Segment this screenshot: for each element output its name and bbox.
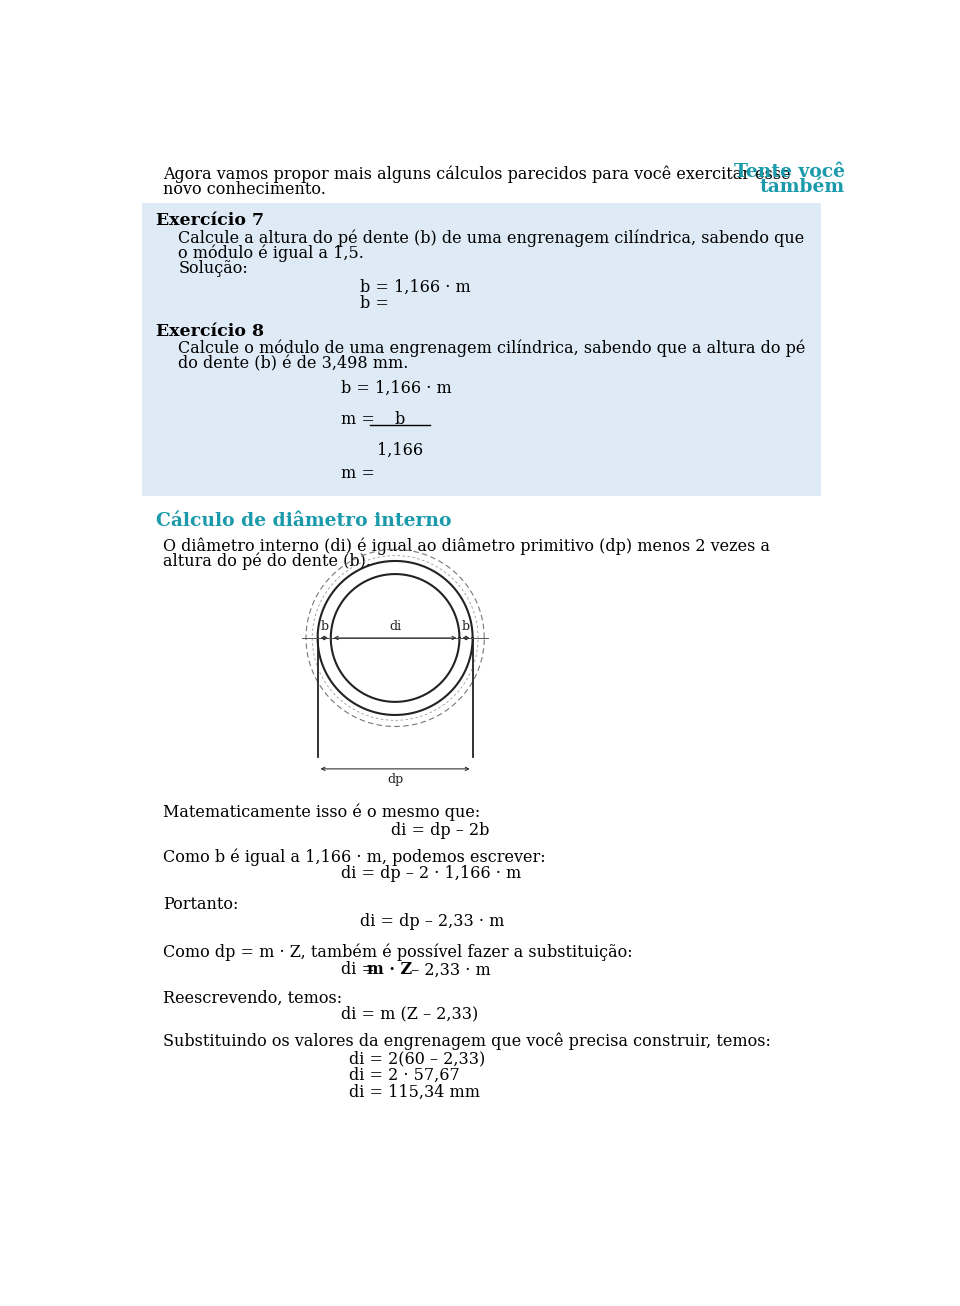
Text: Solução:: Solução: — [179, 260, 248, 277]
Text: m · Z: m · Z — [368, 961, 413, 978]
Text: di = m (Z – 2,33): di = m (Z – 2,33) — [341, 1006, 478, 1023]
Text: di = 2(60 – 2,33): di = 2(60 – 2,33) — [348, 1050, 485, 1067]
Text: b = 1,166 · m: b = 1,166 · m — [360, 278, 471, 295]
Text: b = 1,166 · m: b = 1,166 · m — [341, 380, 451, 397]
Text: b: b — [395, 411, 405, 428]
Text: Cálculo de diâmetro interno: Cálculo de diâmetro interno — [156, 512, 451, 530]
Text: di = dp – 2b: di = dp – 2b — [392, 821, 490, 838]
Text: altura do pé do dente (b).: altura do pé do dente (b). — [162, 552, 371, 569]
Text: di = dp – 2,33 · m: di = dp – 2,33 · m — [360, 913, 505, 930]
Text: b =: b = — [360, 295, 389, 312]
Text: Como b é igual a 1,166 · m, podemos escrever:: Como b é igual a 1,166 · m, podemos escr… — [162, 848, 545, 866]
Text: b: b — [320, 619, 328, 632]
Text: o módulo é igual a 1,5.: o módulo é igual a 1,5. — [179, 244, 364, 263]
Text: – 2,33 · m: – 2,33 · m — [406, 961, 491, 978]
Text: Matematicamente isso é o mesmo que:: Matematicamente isso é o mesmo que: — [162, 803, 480, 821]
Text: O diâmetro interno (di) é igual ao diâmetro primitivo (dp) menos 2 vezes a: O diâmetro interno (di) é igual ao diâme… — [162, 537, 770, 555]
FancyBboxPatch shape — [142, 202, 822, 495]
Text: di = 115,34 mm: di = 115,34 mm — [348, 1084, 480, 1101]
Text: Como dp = m · Z, também é possível fazer a substituição:: Como dp = m · Z, também é possível fazer… — [162, 944, 633, 961]
Text: Exercício 7: Exercício 7 — [156, 212, 264, 229]
Text: dp: dp — [387, 773, 403, 786]
Text: novo conhecimento.: novo conhecimento. — [162, 182, 325, 199]
Text: Portanto:: Portanto: — [162, 896, 238, 913]
Text: di: di — [389, 619, 401, 632]
Text: Calcule a altura do pé dente (b) de uma engrenagem cilíndrica, sabendo que: Calcule a altura do pé dente (b) de uma … — [179, 229, 804, 247]
Text: também: também — [759, 179, 845, 196]
Text: m =: m = — [341, 465, 374, 482]
Text: Reescrevendo, temos:: Reescrevendo, temos: — [162, 990, 342, 1007]
Text: do dente (b) é de 3,498 mm.: do dente (b) é de 3,498 mm. — [179, 355, 409, 372]
Text: Agora vamos propor mais alguns cálculos parecidos para você exercitar esse: Agora vamos propor mais alguns cálculos … — [162, 166, 790, 183]
Text: Substituindo os valores da engrenagem que você precisa construir, temos:: Substituindo os valores da engrenagem qu… — [162, 1033, 771, 1050]
Text: Exercício 8: Exercício 8 — [156, 323, 264, 340]
Text: 1,166: 1,166 — [376, 441, 422, 458]
Text: di = 2 · 57,67: di = 2 · 57,67 — [348, 1067, 460, 1084]
Text: m =: m = — [341, 411, 374, 428]
Text: Tente você: Tente você — [733, 163, 845, 180]
Text: di =: di = — [341, 961, 380, 978]
Text: Calcule o módulo de uma engrenagem cilíndrica, sabendo que a altura do pé: Calcule o módulo de uma engrenagem cilín… — [179, 340, 805, 358]
Text: di = dp – 2 · 1,166 · m: di = dp – 2 · 1,166 · m — [341, 865, 521, 882]
Text: b: b — [462, 619, 470, 632]
